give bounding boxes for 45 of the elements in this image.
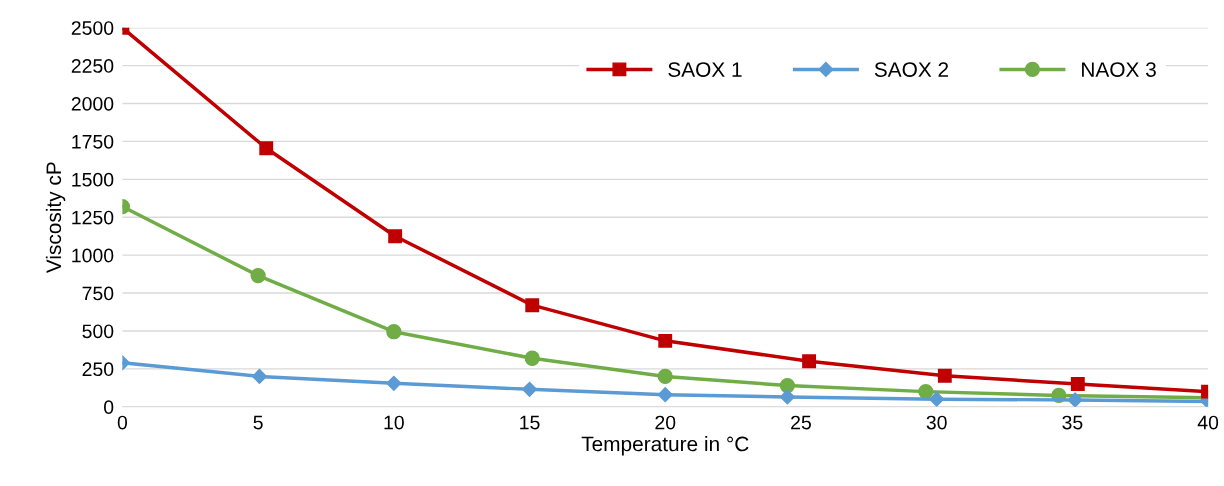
y-tick-label: 0 bbox=[104, 400, 114, 415]
point bbox=[779, 389, 795, 405]
point bbox=[937, 368, 952, 383]
x-tick-label: 30 bbox=[926, 415, 947, 430]
point bbox=[657, 387, 673, 403]
x-tick-label: 10 bbox=[384, 415, 404, 430]
y-tick-label: 1000 bbox=[72, 248, 114, 263]
y-tick-label: 750 bbox=[82, 286, 114, 301]
x-tick-label: 15 bbox=[520, 415, 540, 430]
point bbox=[521, 381, 538, 397]
x-tick-label: 20 bbox=[655, 415, 676, 430]
x-axis-title: Temperature in °C bbox=[581, 436, 749, 456]
y-axis-title: Viscosity cP bbox=[45, 162, 66, 274]
point bbox=[388, 229, 403, 244]
y-tick-label: 1750 bbox=[72, 134, 114, 149]
point bbox=[259, 141, 274, 156]
x-tick-label: 0 bbox=[117, 415, 128, 430]
point bbox=[779, 377, 796, 394]
point bbox=[658, 333, 673, 348]
point bbox=[251, 368, 268, 385]
y-tick-label: 250 bbox=[82, 362, 114, 377]
point bbox=[524, 350, 540, 366]
legend-label: SAOX 1 bbox=[668, 62, 742, 77]
point bbox=[525, 298, 540, 313]
point bbox=[929, 391, 945, 407]
y-tick-label: 500 bbox=[82, 324, 114, 339]
y-tick-label: 2500 bbox=[71, 21, 114, 35]
point bbox=[802, 354, 817, 369]
x-tick-label: 40 bbox=[1197, 415, 1219, 430]
x-tick-label: 25 bbox=[791, 415, 811, 430]
legend-label: SAOX 2 bbox=[874, 62, 949, 77]
point bbox=[1070, 377, 1085, 391]
point bbox=[918, 383, 934, 400]
legend-label: NAOX 3 bbox=[1082, 62, 1156, 77]
point bbox=[657, 368, 673, 385]
x-tick-label: 35 bbox=[1062, 415, 1083, 430]
x-tick-label: 5 bbox=[253, 415, 263, 430]
y-tick-label: 1500 bbox=[72, 172, 114, 187]
point bbox=[1067, 392, 1083, 407]
point bbox=[250, 267, 266, 284]
y-tick-label: 2000 bbox=[71, 96, 114, 111]
point bbox=[386, 324, 402, 340]
point bbox=[386, 375, 402, 391]
y-tick-label: 2250 bbox=[71, 59, 114, 73]
y-tick-label: 1250 bbox=[72, 210, 114, 225]
